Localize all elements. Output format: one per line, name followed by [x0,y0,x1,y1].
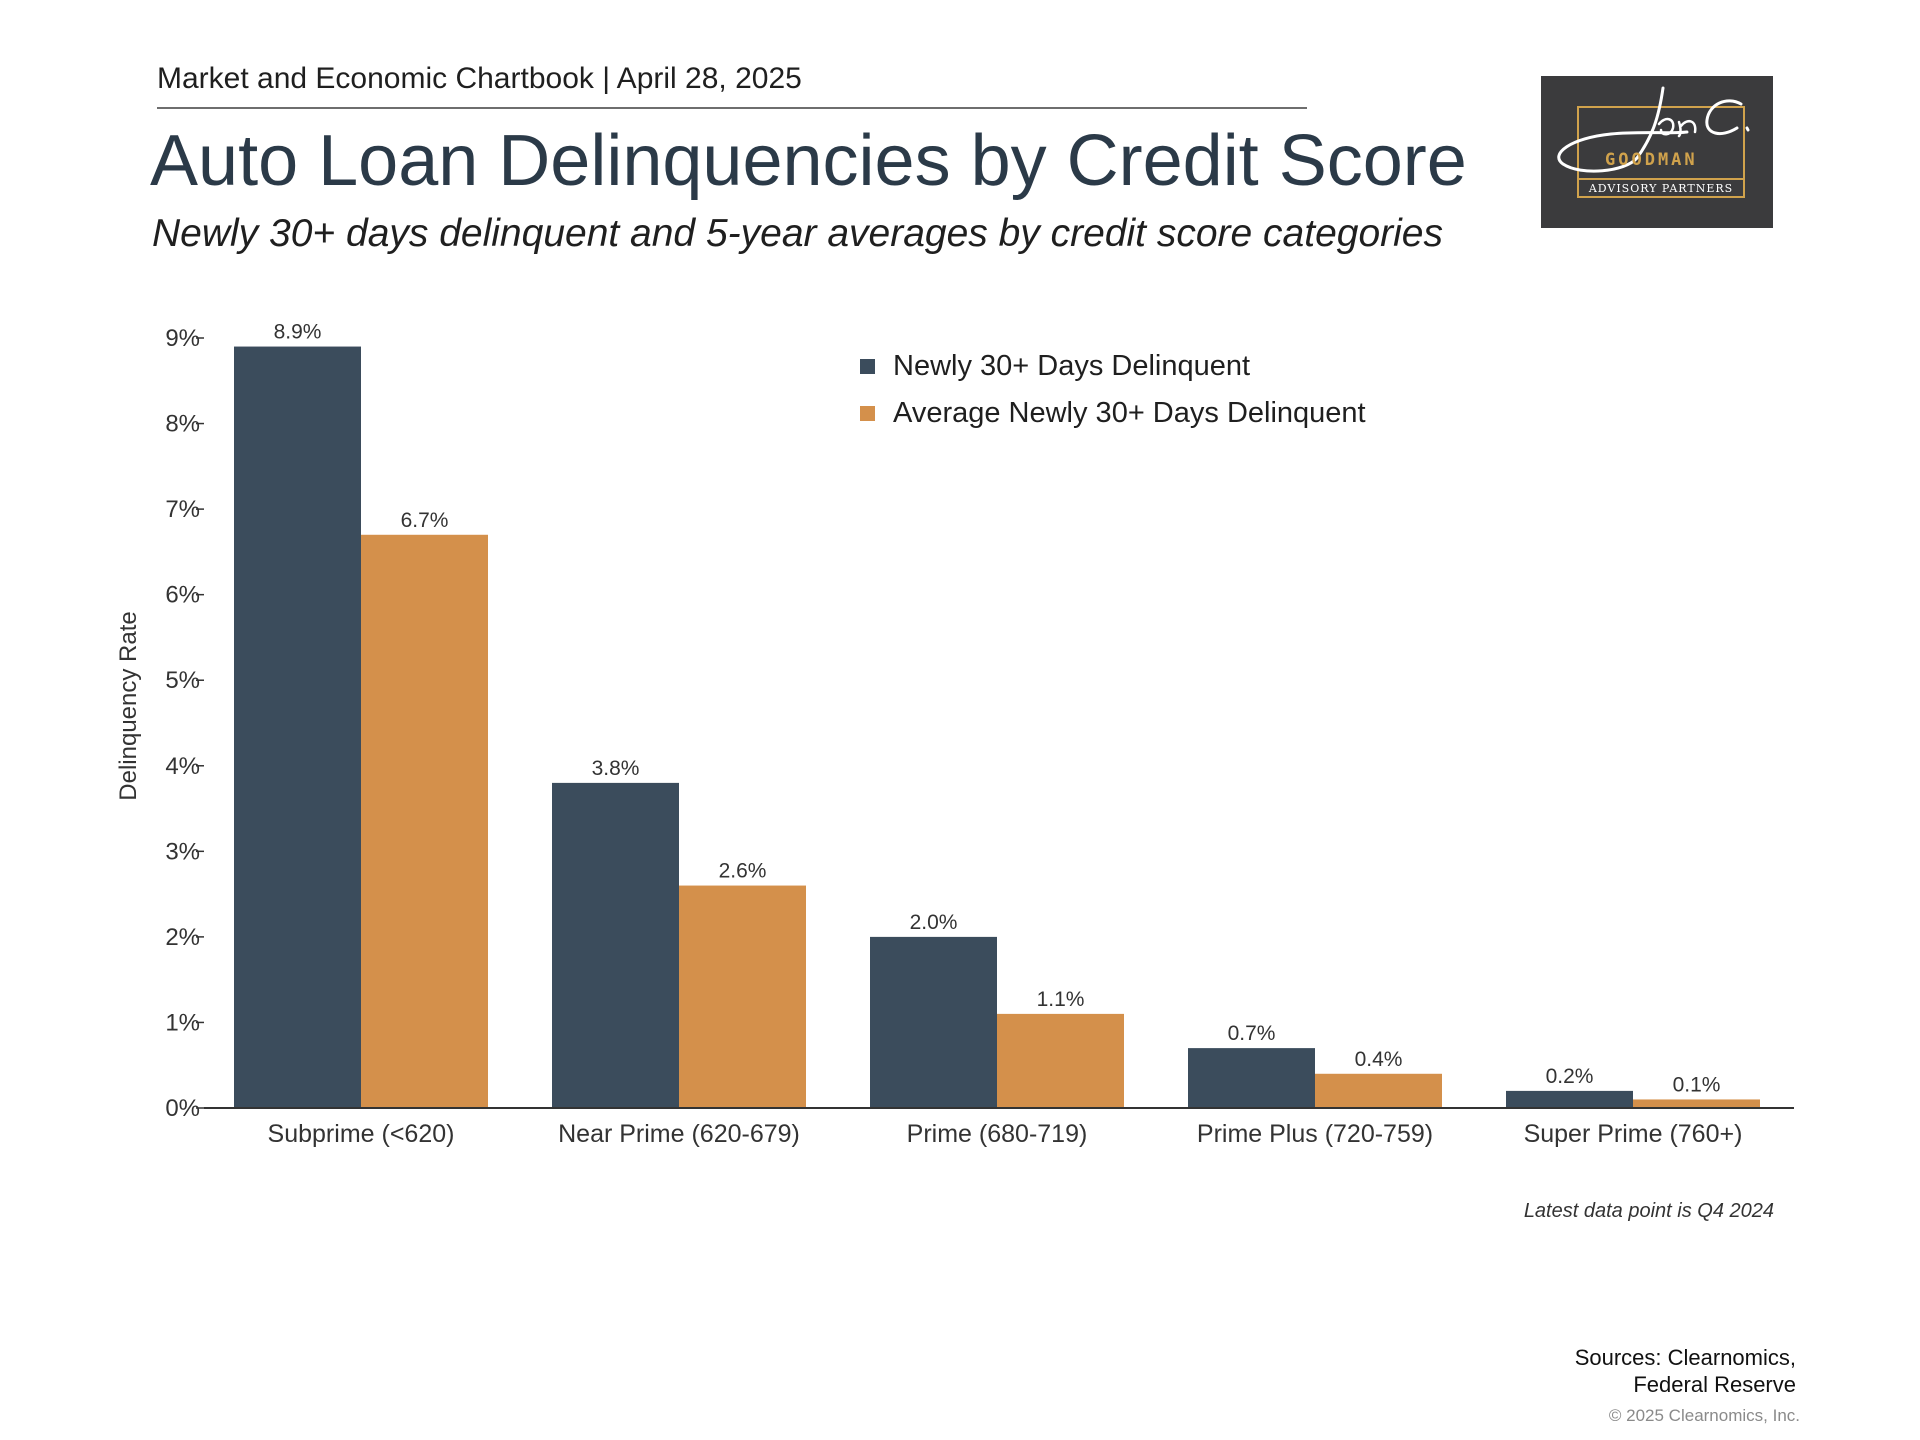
y-axis-title-group: Delinquency Rate [115,611,142,800]
y-tick-label: 9% [165,325,200,352]
x-tick-label: Prime (680-719) [907,1120,1088,1148]
bar-newly-delinquent [1506,1090,1633,1108]
sources-note: Sources: Clearnomics, Federal Reserve [1575,1344,1796,1398]
bars [234,346,1760,1108]
y-tick-label: 4% [165,753,200,780]
bar-value-label: 1.1% [1037,988,1085,1011]
y-tick-label: 0% [165,1095,200,1122]
signature-mark [1557,86,1750,173]
bar-newly-delinquent [552,782,679,1108]
y-tick-label: 5% [165,667,200,694]
legend-label: Newly 30+ Days Delinquent [893,350,1250,382]
legend-swatch [860,359,875,374]
bar-value-label: 0.2% [1546,1065,1594,1088]
sources-line-1: Sources: Clearnomics, [1574,1345,1796,1370]
bar-average-delinquent [1633,1099,1760,1108]
legend-label: Average Newly 30+ Days Delinquent [893,397,1366,429]
sources-line-2: Federal Reserve [1633,1372,1796,1397]
bar-average-delinquent [1315,1073,1442,1108]
bar-value-label: 2.6% [719,860,767,883]
y-tick-label: 6% [165,582,200,609]
bar-value-label: 0.7% [1228,1022,1276,1045]
bar-newly-delinquent [1188,1048,1315,1108]
logo-tagline: ADVISORY PARTNERS [1577,178,1745,198]
y-tick-label: 2% [165,924,200,951]
bar-value-label: 0.1% [1673,1073,1721,1096]
bar-newly-delinquent [870,936,997,1108]
y-tick-label: 7% [165,496,200,523]
y-tick-label: 8% [165,411,200,438]
copyright: © 2025 Clearnomics, Inc. [1608,1406,1800,1425]
chart-subtitle: Newly 30+ days delinquent and 5-year ave… [152,212,1443,255]
bar-value-label: 8.9% [274,321,322,344]
y-axis-ticks: 0% 1% 2% 3% 4% 5% 6% 7% 8% 9% [165,325,204,1122]
legend-swatch [860,406,875,421]
y-tick-label: 3% [165,838,200,865]
bar-value-label: 3.8% [592,757,640,780]
bar-value-label: 6.7% [401,509,449,532]
y-tick-label: 1% [165,1009,200,1036]
header-divider [157,107,1307,109]
company-logo: GOODMAN ADVISORY PARTNERS [1541,76,1773,228]
x-axis-ticks: Subprime (<620) Near Prime (620-679) Prime… [268,1120,1743,1148]
logo-brand-text: GOODMAN [1605,150,1698,170]
bar-newly-delinquent [234,346,361,1108]
y-axis-title: Delinquency Rate [115,611,142,800]
x-tick-label: Near Prime (620-679) [558,1120,800,1148]
bar-value-label: 2.0% [910,911,958,934]
x-tick-label: Super Prime (760+) [1524,1120,1743,1148]
x-tick-label: Subprime (<620) [268,1120,455,1148]
chartbook-header: Market and Economic Chartbook | April 28… [157,62,802,95]
bar-average-delinquent [997,1013,1124,1108]
bar-average-delinquent [361,534,488,1108]
footnote: Latest data point is Q4 2024 [1523,1200,1774,1222]
bar-average-delinquent [679,885,806,1108]
legend: Newly 30+ Days Delinquent Average Newly 3… [860,350,1366,429]
x-tick-label: Prime Plus (720-759) [1197,1120,1433,1148]
bar-value-label: 0.4% [1355,1048,1403,1071]
chart-title: Auto Loan Delinquencies by Credit Score [150,121,1467,201]
bar-value-labels: 8.9% 6.7% 3.8% 2.6% 2.0% 1.1% 0.7% 0.4% 0.2% 0.1% [274,321,1721,1097]
bar-chart: Delinquency Rate 0% 1% 2% 3% 4% 5% 6% 7% 8% 9% 8.… [115,321,1794,1148]
